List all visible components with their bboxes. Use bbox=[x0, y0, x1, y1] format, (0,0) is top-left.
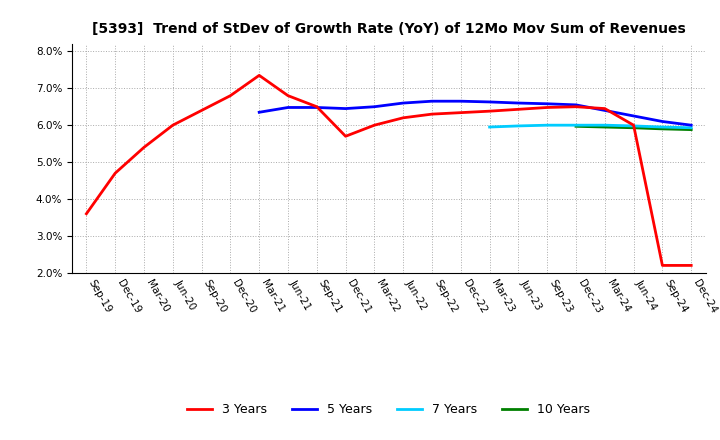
7 Years bbox=[543, 123, 552, 128]
3 Years bbox=[543, 105, 552, 110]
3 Years bbox=[629, 123, 638, 128]
3 Years bbox=[197, 108, 206, 113]
3 Years bbox=[341, 134, 350, 139]
7 Years bbox=[572, 123, 580, 128]
5 Years bbox=[428, 99, 436, 104]
3 Years bbox=[111, 171, 120, 176]
3 Years bbox=[600, 106, 609, 111]
3 Years bbox=[514, 106, 523, 112]
7 Years bbox=[514, 123, 523, 128]
5 Years bbox=[456, 99, 465, 104]
5 Years bbox=[629, 114, 638, 119]
10 Years bbox=[629, 125, 638, 130]
10 Years bbox=[572, 124, 580, 129]
5 Years bbox=[399, 100, 408, 106]
Line: 7 Years: 7 Years bbox=[490, 125, 691, 128]
5 Years bbox=[255, 110, 264, 115]
7 Years bbox=[687, 125, 696, 130]
5 Years bbox=[687, 123, 696, 128]
3 Years bbox=[284, 93, 292, 98]
Title: [5393]  Trend of StDev of Growth Rate (YoY) of 12Mo Mov Sum of Revenues: [5393] Trend of StDev of Growth Rate (Yo… bbox=[92, 22, 685, 36]
3 Years bbox=[572, 104, 580, 110]
3 Years bbox=[82, 211, 91, 216]
3 Years bbox=[255, 73, 264, 78]
5 Years bbox=[600, 108, 609, 113]
5 Years bbox=[658, 119, 667, 124]
10 Years bbox=[658, 126, 667, 132]
3 Years bbox=[226, 93, 235, 98]
10 Years bbox=[687, 127, 696, 132]
7 Years bbox=[600, 123, 609, 128]
5 Years bbox=[312, 105, 321, 110]
Line: 5 Years: 5 Years bbox=[259, 101, 691, 125]
3 Years bbox=[370, 123, 379, 128]
Line: 3 Years: 3 Years bbox=[86, 75, 691, 265]
5 Years bbox=[543, 101, 552, 106]
3 Years bbox=[485, 109, 494, 114]
3 Years bbox=[312, 104, 321, 110]
Line: 10 Years: 10 Years bbox=[576, 126, 691, 130]
3 Years bbox=[428, 111, 436, 117]
3 Years bbox=[140, 145, 148, 150]
5 Years bbox=[341, 106, 350, 111]
7 Years bbox=[658, 125, 667, 130]
7 Years bbox=[629, 123, 638, 128]
3 Years bbox=[399, 115, 408, 121]
3 Years bbox=[687, 263, 696, 268]
Legend: 3 Years, 5 Years, 7 Years, 10 Years: 3 Years, 5 Years, 7 Years, 10 Years bbox=[182, 398, 595, 421]
5 Years bbox=[485, 99, 494, 105]
3 Years bbox=[658, 263, 667, 268]
5 Years bbox=[370, 104, 379, 110]
3 Years bbox=[456, 110, 465, 115]
5 Years bbox=[514, 100, 523, 106]
10 Years bbox=[600, 125, 609, 130]
7 Years bbox=[485, 125, 494, 130]
5 Years bbox=[572, 102, 580, 107]
3 Years bbox=[168, 123, 177, 128]
5 Years bbox=[284, 105, 292, 110]
